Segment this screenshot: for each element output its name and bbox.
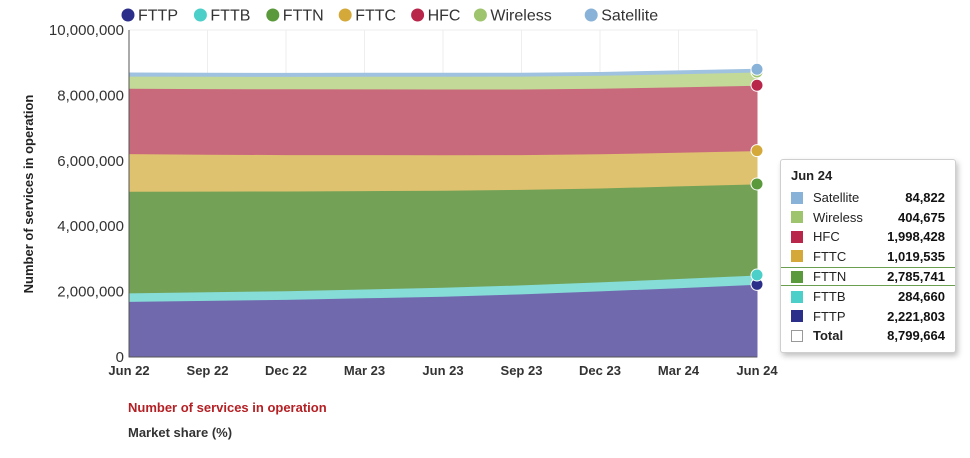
area-fttn[interactable] [128,183,758,294]
area-series[interactable] [128,68,758,358]
tooltip-row-value: 8,799,664 [887,328,945,344]
tooltip-row-label: FTTB [813,289,846,305]
tooltip-row-value: 1,998,428 [887,229,945,245]
tooltip-title: Jun 24 [791,168,833,183]
legend-swatch [121,8,135,22]
area-fttc[interactable] [128,150,758,192]
legend-item-hfc[interactable]: HFC [411,8,460,25]
x-tick-label: Mar 23 [344,363,385,378]
legend-item-fttn[interactable]: FTTN [266,8,324,25]
y-tick-label: 6,000,000 [57,153,124,170]
y-tick-label: 0 [116,349,124,366]
legend-item-fttp[interactable]: FTTP [121,8,179,25]
y-tick-label: 10,000,000 [49,22,124,39]
tooltip-row-value: 1,019,535 [887,248,945,264]
tooltip-row-hfc: HFC 1,998,428 [791,227,945,247]
x-tick-label: Jun 23 [422,363,463,378]
tooltip-row-wireless: Wireless 404,675 [791,208,945,228]
tooltip-row-label: HFC [813,229,840,245]
x-tick-label: Jun 24 [736,363,778,378]
legend-label: FTTN [283,8,324,25]
market-share-link[interactable]: Market share (%) [128,425,233,440]
tooltip-swatch [791,290,803,303]
legend-item-satellite[interactable]: Satellite [584,8,659,25]
marker-satellite [750,62,764,76]
tooltip-row-fttb: FTTB 284,660 [791,287,945,307]
tooltip-row-value: 2,785,741 [887,269,945,284]
x-tick-label: Sep 23 [501,363,543,378]
legend-label: FTTB [210,8,250,25]
y-tick-label: 4,000,000 [57,218,124,235]
legend-label: FTTP [138,8,178,25]
tooltip-row-label: Satellite [813,190,860,206]
legend-swatch [584,8,598,22]
tooltip-row-value: 404,675 [898,209,945,225]
tooltip-row-total: Total 8,799,664 [791,326,945,346]
legend-item-wireless[interactable]: Wireless [473,8,552,25]
x-tick-label: Mar 24 [658,363,700,378]
tooltip: Jun 24 Satellite 84,822 Wireless 404,675 HFC… [780,159,956,353]
tooltip-rows: Satellite 84,822 Wireless 404,675 HFC 1,998,4… [781,188,955,346]
tooltip-row-fttp: FTTP 2,221,803 [791,307,945,327]
area-hfc[interactable] [128,84,758,156]
tooltip-row-label: FTTN [813,269,847,284]
x-tick-label: Jun 22 [108,363,149,378]
tooltip-row-label: Wireless [813,209,863,225]
y-axis-label: Number of services in operation [21,95,36,294]
y-tick-label: 8,000,000 [57,87,124,104]
tooltip-row-label: FTTC [813,248,847,264]
tooltip-swatch [791,310,803,323]
x-tick-label: Dec 22 [265,363,307,378]
tooltip-swatch [791,191,803,204]
x-tick-label: Dec 23 [579,363,621,378]
services-link[interactable]: Number of services in operation [128,400,327,415]
hover-markers [750,62,764,291]
tooltip-swatch [791,230,803,243]
chart-legend[interactable]: FTTP FTTB FTTN FTTC HFC Wireless Satellite [121,8,659,25]
legend-item-fttb[interactable]: FTTB [193,8,251,25]
x-tick-label: Sep 22 [187,363,229,378]
tooltip-row-satellite: Satellite 84,822 [791,188,945,208]
tooltip-row-fttn: FTTN 2,785,741 [781,267,955,286]
tooltip-row-value: 84,822 [905,190,945,206]
tooltip-swatch [791,250,803,263]
axes: 0 2,000,000 4,000,000 6,000,000 8,000,000 10,… [49,22,778,378]
legend-item-fttc[interactable]: FTTC [338,8,396,25]
marker-hfc [750,78,764,92]
legend-label: HFC [428,8,461,25]
marker-fttc [750,144,764,158]
tooltip-row-label: FTTP [813,308,846,324]
legend-swatch [473,8,487,22]
tooltip-swatch [791,270,803,283]
legend-label: FTTC [355,8,396,25]
marker-fttn [750,177,764,191]
tooltip-row-fttc: FTTC 1,019,535 [791,247,945,267]
marker-fttb [750,268,764,282]
legend-swatch [338,8,352,22]
legend-label: Wireless [490,8,551,25]
tooltip-row-value: 2,221,803 [887,308,945,324]
legend-swatch [266,8,280,22]
tooltip-swatch [791,211,803,224]
tooltip-swatch [791,329,803,342]
legend-swatch [193,8,207,22]
tooltip-row-label: Total [813,328,844,344]
legend-label: Satellite [601,8,658,25]
y-tick-label: 2,000,000 [57,284,124,301]
tooltip-row-value: 284,660 [898,289,945,305]
legend-swatch [411,8,425,22]
